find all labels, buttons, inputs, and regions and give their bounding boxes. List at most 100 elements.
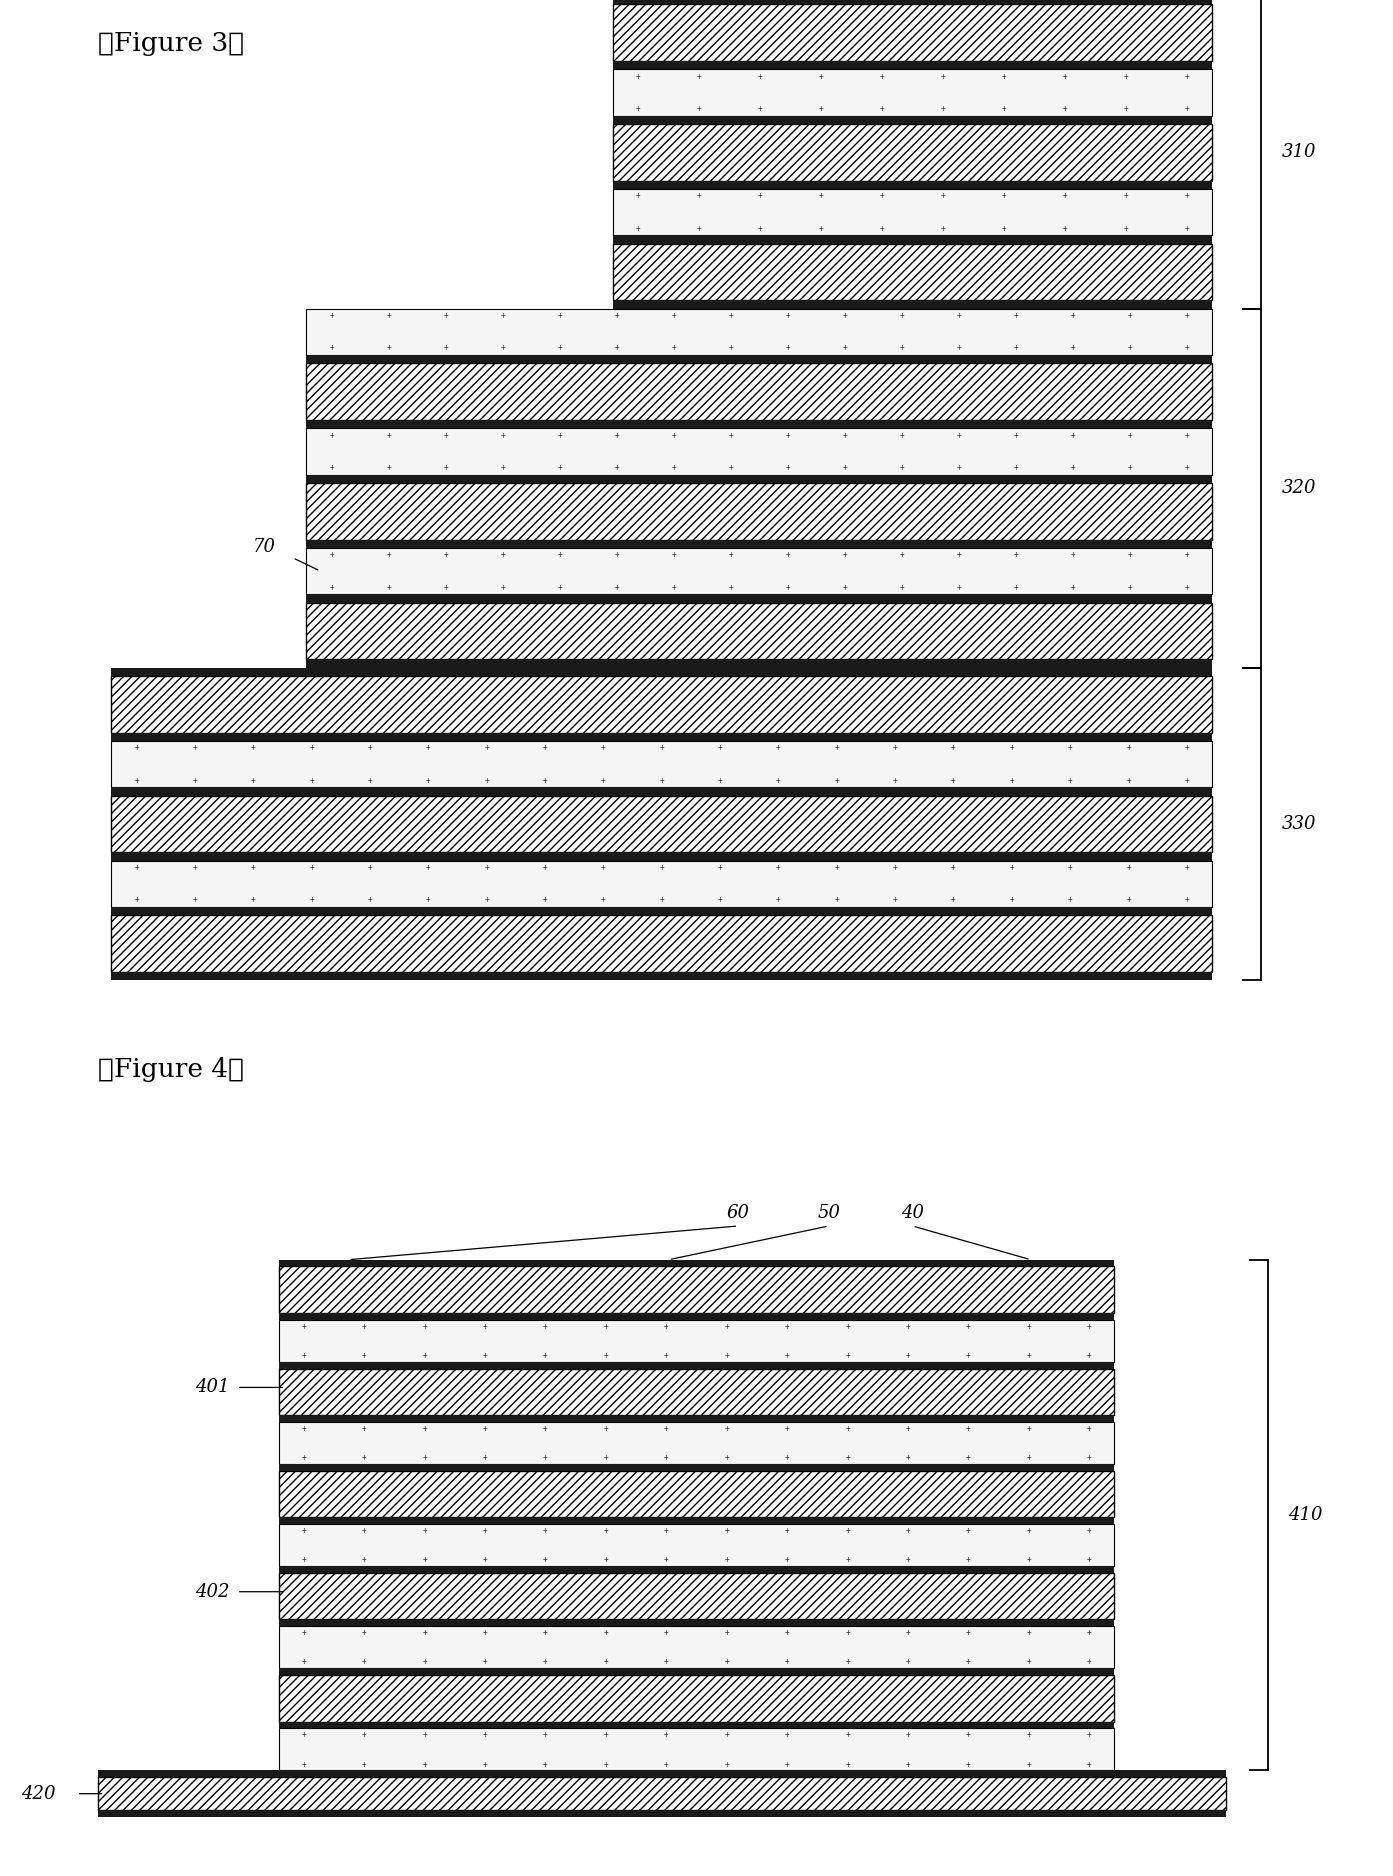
Text: +: +: [1087, 1454, 1092, 1461]
Text: +: +: [671, 431, 676, 439]
Text: +: +: [329, 343, 334, 353]
Text: +: +: [603, 1525, 609, 1535]
Text: +: +: [784, 1760, 790, 1769]
Text: +: +: [1063, 103, 1067, 113]
Text: +: +: [386, 550, 391, 559]
Text: +: +: [724, 1424, 729, 1433]
Text: +: +: [485, 895, 489, 904]
Text: +: +: [724, 1658, 729, 1666]
Text: +: +: [603, 1555, 609, 1565]
Bar: [613, 4, 1212, 60]
Text: +: +: [967, 1351, 971, 1360]
Text: +: +: [729, 343, 733, 353]
Text: +: +: [659, 863, 664, 872]
Text: +: +: [846, 1628, 850, 1638]
Text: +: +: [482, 1760, 488, 1769]
Text: +: +: [362, 1760, 366, 1769]
Text: 420: 420: [21, 1784, 56, 1803]
Text: +: +: [603, 1424, 609, 1433]
Text: +: +: [422, 1658, 426, 1666]
Text: +: +: [671, 343, 676, 353]
Text: +: +: [729, 550, 733, 559]
Text: +: +: [834, 743, 839, 752]
Text: +: +: [1087, 1760, 1092, 1769]
Text: +: +: [1124, 103, 1128, 113]
Text: +: +: [1068, 895, 1073, 904]
Text: +: +: [443, 343, 449, 353]
Text: +: +: [603, 1658, 609, 1666]
Text: +: +: [134, 895, 139, 904]
Bar: [279, 1261, 1114, 1266]
Bar: [613, 300, 1212, 308]
Text: +: +: [422, 1525, 426, 1535]
Text: +: +: [724, 1730, 729, 1739]
Text: +: +: [843, 583, 847, 591]
Text: +: +: [819, 223, 823, 233]
Text: +: +: [600, 863, 606, 872]
Text: +: +: [482, 1525, 488, 1535]
Text: +: +: [443, 583, 449, 591]
Text: +: +: [1070, 343, 1075, 353]
Bar: [613, 234, 1212, 244]
Bar: [306, 595, 1212, 602]
Text: +: +: [905, 1555, 911, 1565]
Text: +: +: [500, 463, 504, 473]
Bar: [613, 116, 1212, 124]
Bar: [306, 308, 1212, 355]
Text: +: +: [482, 1321, 488, 1330]
Text: +: +: [967, 1525, 971, 1535]
Text: +: +: [967, 1658, 971, 1666]
Text: +: +: [776, 895, 780, 904]
Text: +: +: [664, 1658, 669, 1666]
Text: +: +: [729, 583, 733, 591]
Text: +: +: [900, 431, 904, 439]
Text: +: +: [957, 343, 961, 353]
Text: +: +: [659, 743, 664, 752]
Bar: [111, 972, 1212, 979]
Text: +: +: [784, 1628, 790, 1638]
Text: +: +: [543, 1321, 547, 1330]
Text: +: +: [301, 1321, 306, 1330]
Text: +: +: [834, 863, 839, 872]
Text: +: +: [1027, 1424, 1031, 1433]
Text: +: +: [1087, 1628, 1092, 1638]
Text: +: +: [696, 103, 701, 113]
Text: +: +: [485, 743, 489, 752]
Text: +: +: [784, 1730, 790, 1739]
Text: +: +: [1068, 863, 1073, 872]
Bar: [279, 1471, 1114, 1518]
Text: +: +: [940, 71, 946, 81]
Text: +: +: [386, 463, 391, 473]
Text: +: +: [251, 895, 255, 904]
Text: +: +: [843, 463, 847, 473]
Text: 310: 310: [1282, 143, 1316, 161]
Text: +: +: [500, 431, 504, 439]
Text: +: +: [1124, 223, 1128, 233]
Text: +: +: [543, 777, 547, 784]
Text: +: +: [967, 1321, 971, 1330]
Text: +: +: [1184, 223, 1190, 233]
Text: +: +: [846, 1730, 850, 1739]
Text: +: +: [500, 550, 504, 559]
Text: +: +: [557, 431, 561, 439]
Text: +: +: [776, 743, 780, 752]
Text: 320: 320: [1282, 478, 1316, 497]
Text: +: +: [1070, 583, 1075, 591]
Text: +: +: [957, 550, 961, 559]
Text: +: +: [905, 1351, 911, 1360]
Text: +: +: [967, 1454, 971, 1461]
Text: +: +: [1027, 1454, 1031, 1461]
Text: +: +: [957, 463, 961, 473]
Text: +: +: [485, 863, 489, 872]
Text: 40: 40: [901, 1204, 924, 1221]
Text: +: +: [1002, 191, 1006, 201]
Text: +: +: [879, 103, 885, 113]
Text: +: +: [309, 743, 313, 752]
Text: +: +: [482, 1351, 488, 1360]
Text: +: +: [900, 583, 904, 591]
Text: +: +: [940, 223, 946, 233]
Text: 330: 330: [1282, 814, 1316, 833]
Text: +: +: [422, 1454, 426, 1461]
Text: +: +: [951, 777, 956, 784]
Text: +: +: [362, 1525, 366, 1535]
